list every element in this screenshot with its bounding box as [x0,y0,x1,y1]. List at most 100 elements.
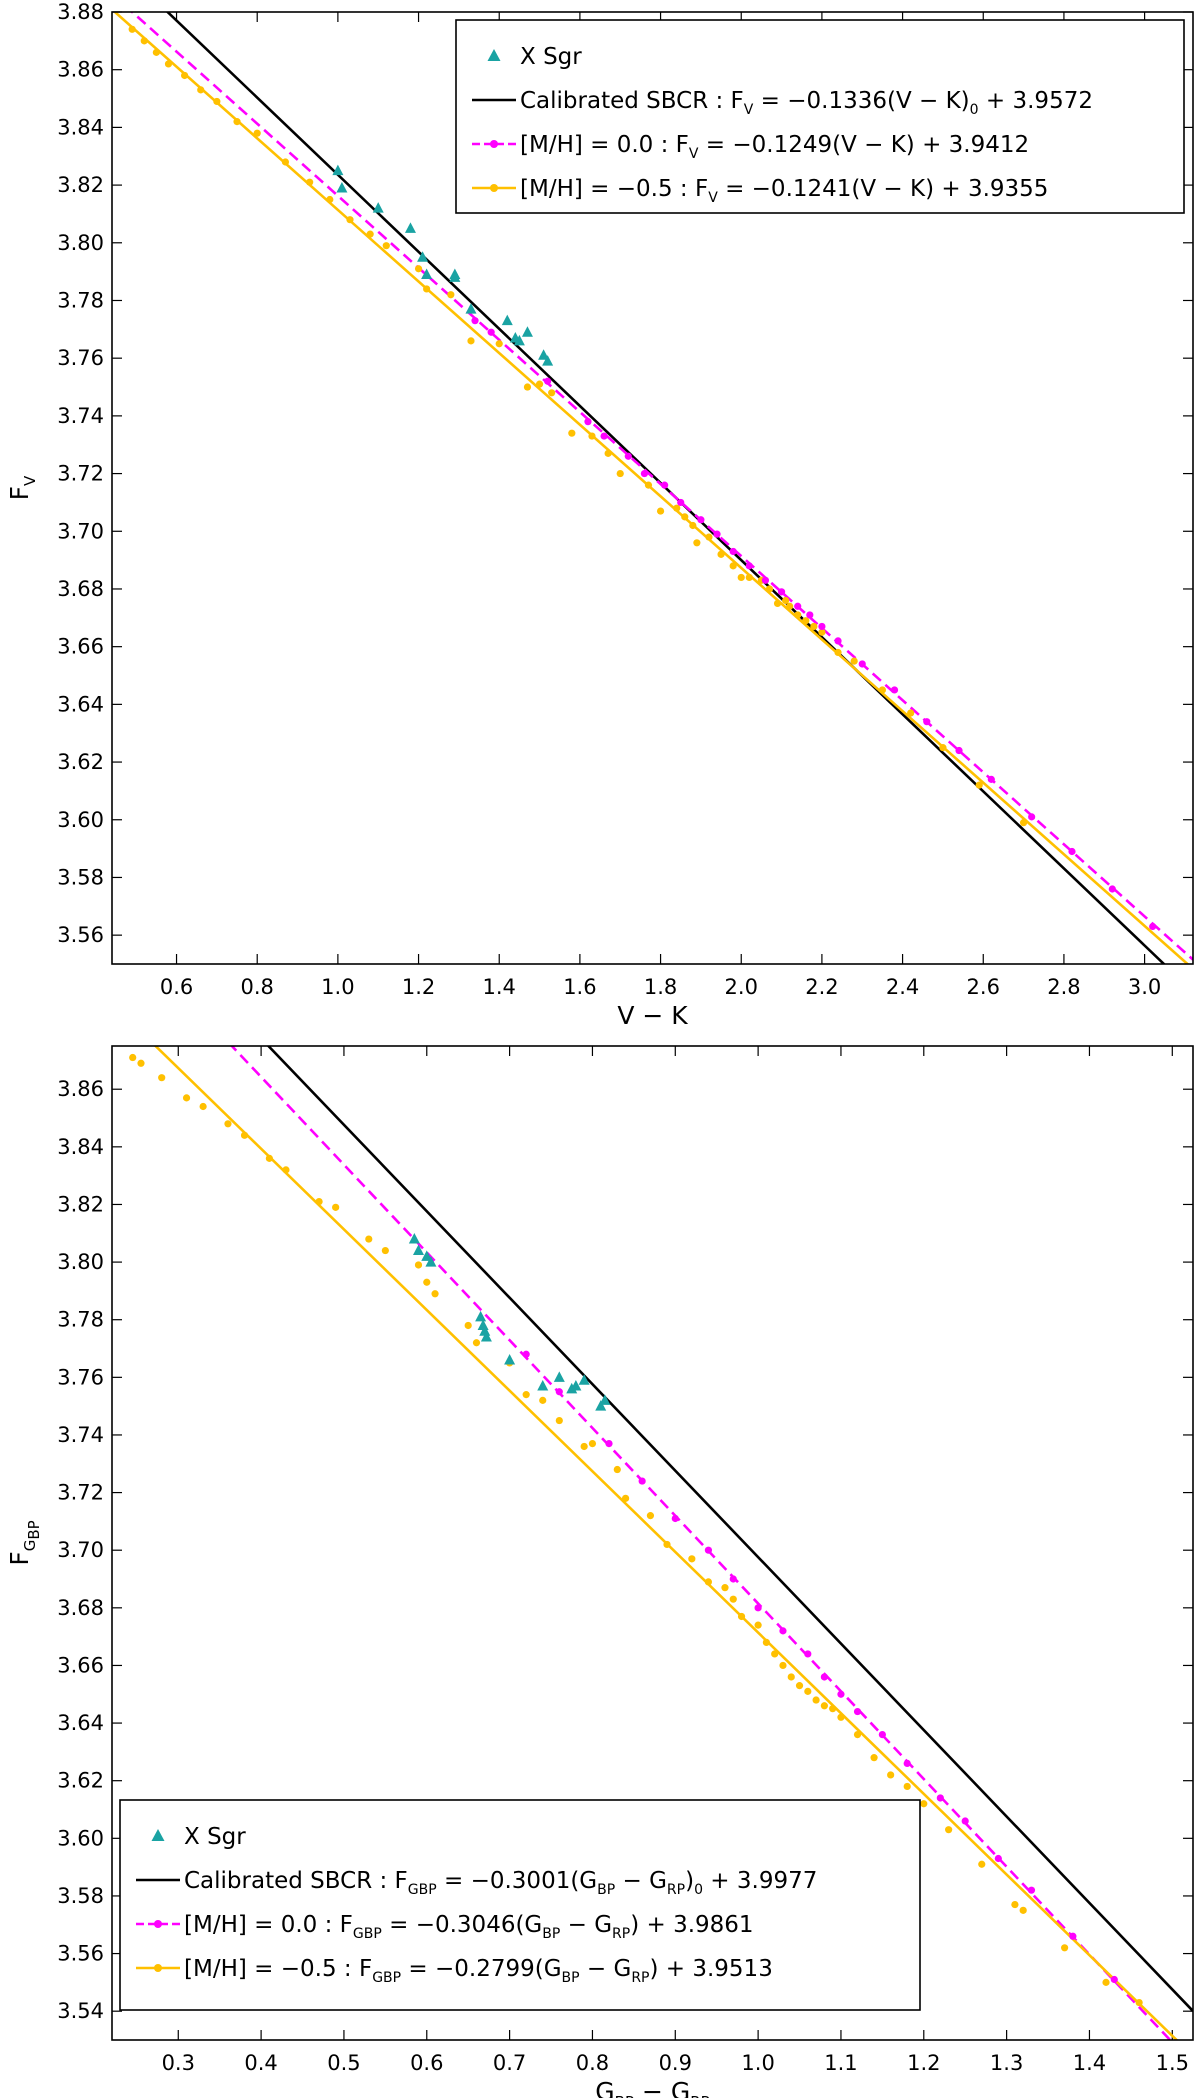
y-tick-label: 3.84 [57,1135,104,1159]
data-point [487,328,495,336]
data-point [787,1673,795,1681]
data-point [128,25,136,33]
data-point [621,1494,630,1502]
legend-box [455,19,1185,214]
data-point [381,1246,389,1255]
data-point-triangle [421,1250,433,1261]
legend-label: [M/H] = −0.5 : FGBP = −0.2799(GBP − GRP)… [184,1956,773,1986]
data-point [771,1650,779,1658]
data-point [467,337,475,345]
data-point [837,1690,845,1698]
data-point [656,507,665,515]
data-point [1061,1944,1069,1952]
y-tick-label: 3.86 [57,58,104,82]
plot-frame [111,11,1194,965]
x-tick-label: 1.8 [644,975,677,999]
y-tick-label: 3.64 [57,692,104,716]
data-point [568,429,576,437]
data-point [975,781,983,789]
data-point [961,1817,969,1825]
data-point-triangle [553,1371,565,1382]
data-point [472,1339,481,1347]
data-point [414,1261,423,1269]
legend-marker-dot [490,184,498,192]
data-point [1019,819,1028,827]
data-point [795,1682,804,1690]
y-tick-label: 3.72 [57,1481,104,1505]
data-point [688,1555,696,1563]
data-point [850,657,858,665]
data-point-triangle [465,303,477,314]
y-tick-label: 3.86 [57,1077,104,1101]
data-point-triangle [504,1354,516,1365]
x-tick-label: 1.2 [907,2051,940,2075]
x-tick-label: 0.6 [160,975,193,999]
fit-line [112,12,1190,964]
y-tick-label: 3.66 [57,635,104,659]
x-tick-label: 1.5 [1156,2051,1189,2075]
data-point [588,1440,597,1448]
fit-line [266,1046,1193,2012]
data-point [158,1074,166,1082]
data-point [423,285,431,293]
data-point [737,1612,746,1621]
legend-label: Calibrated SBCR : FGBP = −0.3001(GBP − G… [184,1868,817,1898]
data-point [213,97,221,106]
y-tick-label: 3.58 [57,1884,104,1908]
plot-area [129,1046,1193,2040]
legend-marker-dot [154,1920,162,1928]
data-point [555,1388,563,1396]
data-point-triangle [421,268,433,280]
data-point [1110,1975,1118,1984]
data-point [870,1754,878,1762]
data-point [624,452,632,460]
legend-label: [M/H] = 0.0 : FV = −0.1249(V − K) + 3.94… [520,132,1029,162]
data-point [786,602,794,610]
data-point-triangle [480,1330,492,1342]
data-point [548,389,556,397]
data-point [729,547,737,556]
data-point [447,291,455,299]
data-point-triangle [537,1379,549,1391]
data-point [431,1290,439,1298]
data-point [164,60,173,68]
x-tick-label: 1.3 [990,2051,1023,2075]
legend-label: [M/H] = −0.5 : FV = −0.1241(V − K) + 3.9… [520,176,1048,206]
data-point [673,504,681,512]
x-tick-label: 0.8 [241,975,274,999]
data-point-triangle [542,355,554,366]
data-point-triangle [336,181,348,193]
y-axis-title: FGBP [5,1520,43,1565]
data-point [365,1235,373,1243]
data-point-triangle [501,314,513,326]
x-tick-label: 2.6 [967,975,1000,999]
x-tick-label: 1.1 [824,2051,857,2075]
data-point [1135,1998,1143,2007]
data-point [697,516,705,524]
x-tick-label: 1.0 [321,975,354,999]
data-point [315,1197,323,1206]
data-point-triangle [578,1374,590,1385]
data-point [681,513,689,521]
y-tick-label: 3.78 [57,1308,104,1332]
data-point [580,1442,588,1451]
data-point [224,1120,232,1128]
data-point [199,1102,207,1111]
data-point [765,585,774,593]
data-point [281,158,290,166]
data-point [539,1396,547,1404]
data-point [588,432,596,440]
y-axis-title: FV [5,475,39,500]
data-point-triangle [449,268,461,280]
data-point [646,1512,655,1520]
data-point [761,576,770,584]
legend-marker-triangle [151,1829,165,1841]
data-point [1028,813,1036,821]
data-point [837,1713,845,1721]
data-point [382,242,390,250]
y-tick-label: 3.62 [57,1769,104,1793]
data-point [332,1203,340,1211]
data-point [853,1707,862,1716]
data-point [1019,1906,1027,1914]
data-point [858,660,866,668]
